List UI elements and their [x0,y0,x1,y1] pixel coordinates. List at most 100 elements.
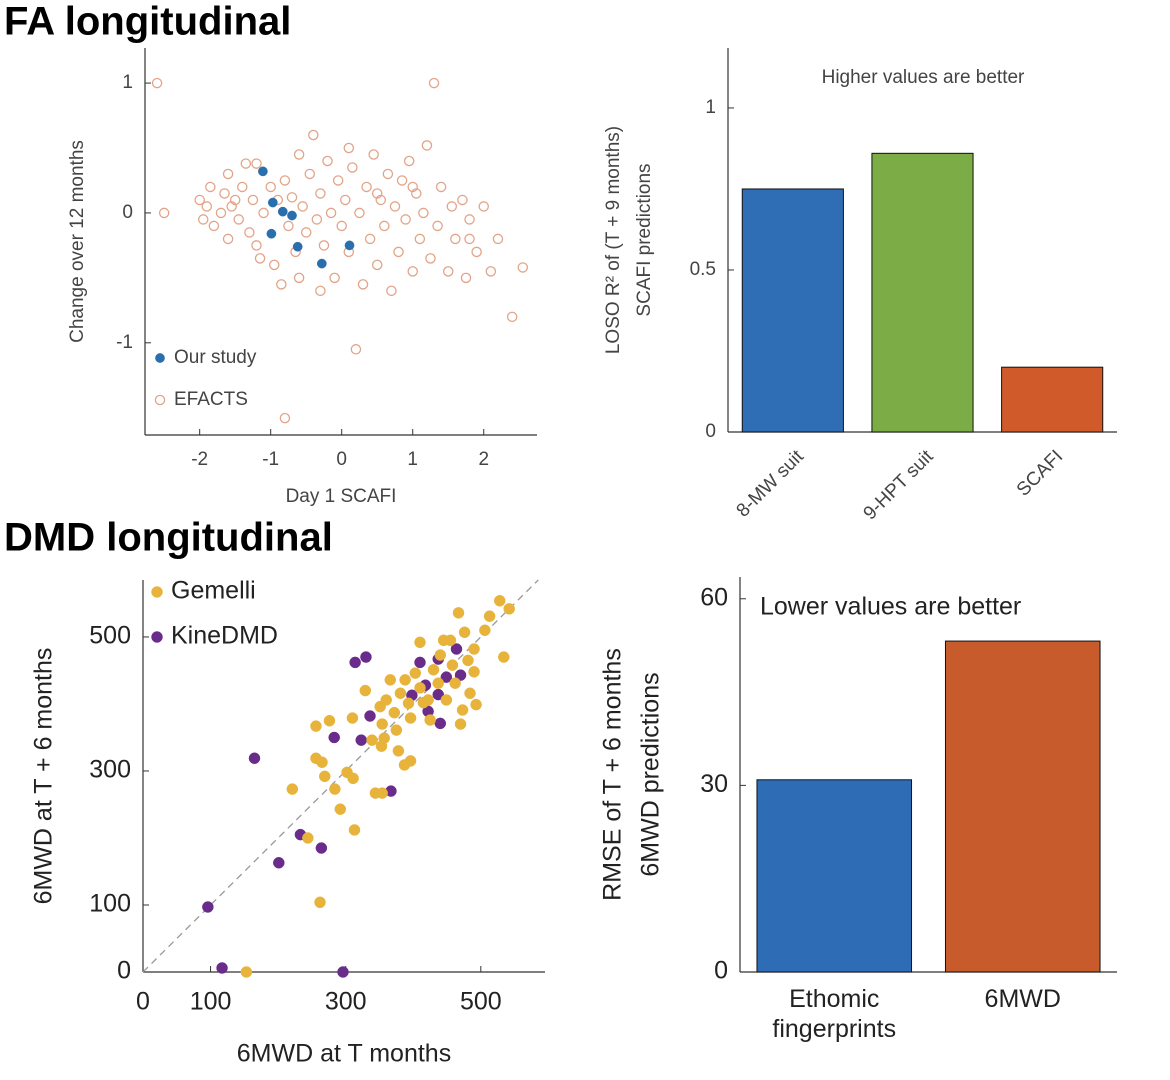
point [254,253,266,264]
bar [871,152,974,433]
point [379,220,390,232]
point [374,700,386,713]
point [308,129,319,141]
point [322,155,333,167]
x-tick-label: 100 [190,988,232,1016]
point [229,194,241,206]
x-axis-label: Day 1 SCAFI [286,486,397,507]
point [394,687,407,699]
x-tick-label: 500 [460,988,502,1016]
legend-label: Gemelli [171,577,256,605]
point [457,194,468,206]
bar [1001,366,1104,433]
point [194,194,205,206]
point [201,201,213,212]
point [251,158,262,169]
y-tick-label: 0.5 [690,259,716,280]
point [244,227,255,238]
point [222,233,234,245]
point [407,181,418,193]
y-tick-label: 0 [122,202,133,223]
point [336,220,347,232]
bar [741,188,844,433]
point [208,220,220,232]
point [384,674,397,686]
point [454,669,467,681]
point [450,643,463,655]
point [450,233,461,245]
point [216,962,228,974]
point [422,694,434,706]
point [222,168,234,180]
point [258,207,269,219]
y-tick-label: 30 [700,770,728,798]
point [315,842,328,854]
point [432,677,445,689]
point [428,77,440,89]
point [427,664,440,676]
legend-label: EFACTS [174,389,248,410]
point [265,181,276,193]
point [464,233,475,245]
y-axis-label: 6MWD predictions [637,672,665,876]
point [297,201,308,212]
point [268,259,280,271]
point [435,181,447,193]
point [421,140,433,151]
y-tick-label: -1 [116,332,133,353]
point [517,262,529,273]
point [440,671,453,683]
point [492,233,504,245]
point [478,201,489,212]
point [434,649,447,661]
point [315,285,326,297]
point [434,717,447,730]
point [460,272,472,284]
y-tick-label: 1 [122,72,133,93]
x-tick-label-box: 6MWD [985,985,1061,1013]
point [276,279,287,290]
point [388,706,401,719]
point [402,697,415,710]
point [462,654,474,667]
annotation: Higher values are better [822,67,1025,88]
point [371,188,383,199]
point [364,710,376,722]
point [226,201,237,212]
point [371,259,383,271]
bar [756,779,913,973]
point [310,720,322,732]
point [468,643,480,655]
point [414,233,426,245]
y-axis-label: LOSO R² of (T + 9 months) [603,126,624,354]
x-tick-label: 1 [407,449,418,470]
point [311,214,323,225]
point [446,201,458,212]
point [350,344,362,355]
point [277,206,288,217]
point [400,214,411,225]
point [158,207,170,219]
point [334,803,347,815]
point [205,181,216,193]
point [283,220,294,232]
y-tick-label: 0 [705,421,716,442]
point [386,285,397,297]
point [432,688,445,701]
point [233,214,244,225]
point [337,966,349,978]
point [247,194,259,206]
point [382,168,394,180]
point [425,253,436,264]
x-tick-label: 2 [478,449,489,470]
point [292,241,303,252]
point [293,149,305,160]
point [332,175,344,186]
point [446,659,459,671]
y-tick-label: 0 [117,957,131,985]
point [458,626,471,639]
x-tick-label: 8-MW suit [733,446,809,522]
x-tick-label: SCAFI [1013,446,1067,500]
point [449,677,461,689]
point [506,311,518,323]
